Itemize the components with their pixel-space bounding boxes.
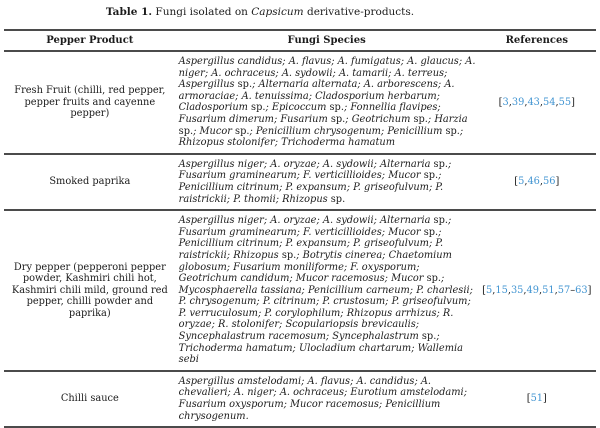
citation-link[interactable]: 51 [542, 284, 555, 296]
species-abbrev: sp. [413, 113, 428, 125]
references-cell: [5,46,56] [477, 152, 596, 211]
citation-link[interactable]: 35 [510, 284, 524, 296]
table-caption: Table 1. Fungi isolated on Capsicum deri… [0, 6, 600, 19]
citation-link[interactable]: 5 [518, 176, 525, 188]
citation-link[interactable]: 5 [486, 284, 493, 296]
species-abbrev: sp. [445, 125, 460, 137]
citation-link[interactable]: 49 [526, 284, 540, 296]
species-abbrev: sp. [235, 125, 250, 137]
fungi-species-cell: Aspergillus niger; A. oryzae; A. sydowii… [175, 209, 478, 371]
references-cell: [51] [477, 369, 596, 428]
citation-link[interactable]: 51 [530, 393, 544, 405]
species-abbrev: sp. [421, 331, 437, 343]
references-cell: [3,39,43,54,55] [498, 96, 575, 108]
citation-link[interactable]: 63 [575, 284, 588, 296]
species-abbrev: sp. [329, 102, 344, 114]
caption-label: Table 1. [105, 6, 153, 18]
citation-link[interactable]: 43 [527, 96, 540, 108]
fungi-species-cell: Aspergillus candidus; A. flavus; A. fumi… [178, 56, 476, 149]
pepper-product-cell: Chilli sauce [4, 369, 176, 428]
species-abbrev: sp. [237, 79, 253, 91]
references-cell: [5,15,35,49,51,57–63] [477, 209, 596, 371]
species-abbrev: sp. [433, 215, 448, 227]
caption-italic-word: Capsicum [251, 6, 304, 18]
species-abbrev: sp. [251, 102, 266, 114]
citation-link[interactable]: 55 [558, 96, 572, 108]
citation-link[interactable]: 15 [495, 284, 508, 296]
species-abbrev: sp. [178, 125, 194, 137]
col-header-fungi-species: Fungi Species [175, 30, 478, 52]
table-row-dry-pepper: Dry pepper (pepperoni pepper powder, Kas… [4, 209, 596, 371]
col-header-references: References [477, 30, 596, 52]
fungi-table: Pepper Product Fungi Species References … [4, 29, 596, 428]
citation-link[interactable]: 46 [527, 176, 540, 188]
species-abbrev: sp. [423, 170, 439, 182]
species-abbrev: sp. [426, 273, 442, 285]
caption-text-after: derivative-products. [303, 6, 415, 18]
table-row-fresh-fruit: Fresh Fruit (chilli, red pepper, pepper … [4, 51, 596, 154]
col-header-pepper-product: Pepper Product [4, 30, 176, 52]
fungi-species-cell: Aspergillus niger; A. oryzae; A. sydowii… [175, 152, 478, 211]
pepper-product-cell: Dry pepper (pepperoni pepper powder, Kas… [4, 209, 176, 371]
species-abbrev: sp. [281, 249, 297, 261]
citation-link[interactable]: 54 [543, 96, 556, 108]
citation-link[interactable]: 3 [502, 96, 509, 108]
citation-link[interactable]: 57 [557, 284, 571, 296]
table-row-chilli-sauce: Chilli sauce Aspergillus amstelodami; A.… [4, 369, 596, 428]
header-row: Pepper Product Fungi Species References [4, 30, 596, 52]
table-row-smoked-paprika: Smoked paprika Aspergillus niger; A. ory… [4, 152, 596, 211]
page: Table 1. Fungi isolated on Capsicum deri… [0, 6, 600, 428]
species-abbrev: sp. [433, 158, 448, 170]
citation-link[interactable]: 39 [511, 96, 525, 108]
pepper-product-cell: Fresh Fruit (chilli, red pepper, pepper … [14, 84, 166, 120]
citation-link[interactable]: 56 [543, 176, 556, 188]
pepper-product-cell: Smoked paprika [4, 152, 176, 211]
species-abbrev: sp. [330, 113, 346, 125]
fungi-species-cell: Aspergillus amstelodami; A. flavus; A. c… [175, 369, 478, 428]
caption-text-before: Fungi isolated on [152, 6, 252, 18]
species-abbrev: sp. [330, 193, 346, 205]
species-abbrev: sp. [423, 226, 439, 238]
